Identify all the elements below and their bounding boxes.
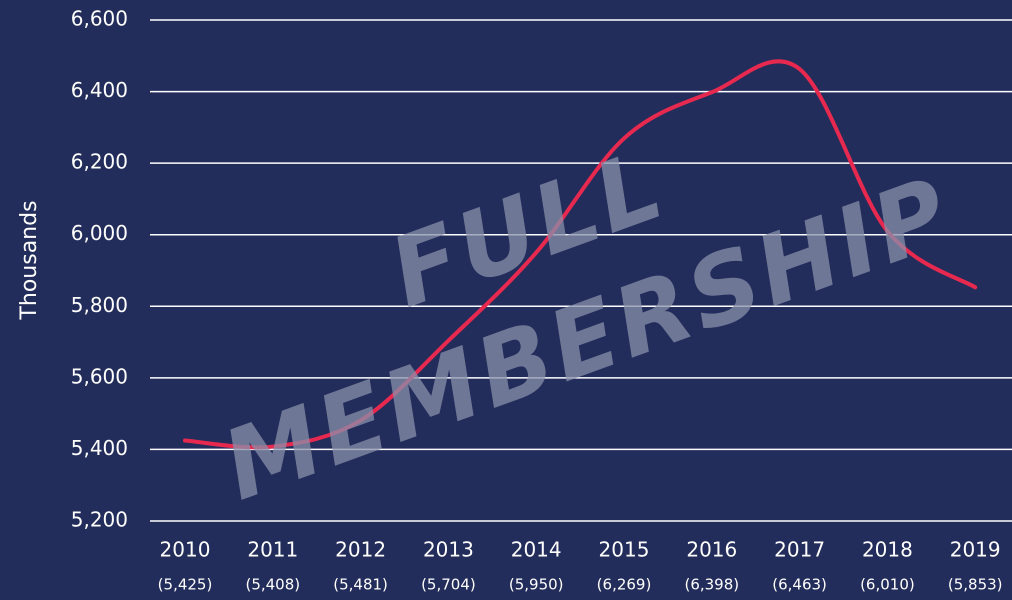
y-tick-label: 5,200 (71, 508, 128, 532)
value-label: (5,853) (948, 576, 1003, 594)
value-label: (6,269) (597, 576, 652, 594)
value-label: (6,463) (772, 576, 827, 594)
y-tick-label: 6,000 (71, 221, 128, 245)
value-label: (6,398) (684, 576, 739, 594)
y-tick-label: 6,600 (71, 7, 128, 31)
x-tick-label: 2014 (511, 538, 562, 562)
x-tick-label: 2010 (160, 538, 211, 562)
x-tick-label: 2011 (247, 538, 298, 562)
x-tick-label: 2012 (335, 538, 386, 562)
y-tick-label: 6,400 (71, 78, 128, 102)
y-tick-label: 5,400 (71, 436, 128, 460)
x-tick-label: 2018 (862, 538, 913, 562)
x-tick-label: 2013 (423, 538, 474, 562)
y-tick-label: 6,200 (71, 150, 128, 174)
x-tick-label: 2015 (599, 538, 650, 562)
x-tick-label: 2017 (774, 538, 825, 562)
value-label: (5,950) (509, 576, 564, 594)
value-label: (6,010) (860, 576, 915, 594)
y-tick-label: 5,800 (71, 293, 128, 317)
value-label: (5,704) (421, 576, 476, 594)
value-label: (5,408) (245, 576, 300, 594)
y-axis-label: Thousands (17, 200, 42, 320)
x-tick-label: 2019 (950, 538, 1001, 562)
x-tick-label: 2016 (686, 538, 737, 562)
value-label: (5,481) (333, 576, 388, 594)
value-label: (5,425) (158, 576, 213, 594)
y-tick-label: 5,600 (71, 364, 128, 388)
line (183, 59, 978, 450)
